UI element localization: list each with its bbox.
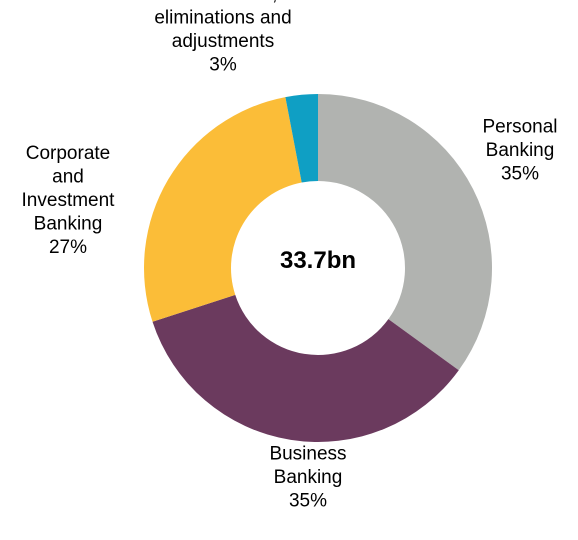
slice-category-label: Subsidiaries, [169,0,278,5]
center-total-label: 33.7bn [280,247,356,274]
slice-value-label: 27% [49,237,87,258]
slice-business-banking [152,294,459,442]
slice-value-label: 3% [209,54,237,75]
slice-label-subsidiaries-eliminations-and-adjustments: Subsidiaries, eliminations and adjustments… [154,0,291,75]
slice-category-label: Investment [22,190,116,211]
slice-category-label: Banking [486,140,555,161]
slice-category-label: Business [269,444,346,465]
slice-category-label: Corporate [26,143,111,164]
slice-category-label: and [52,167,84,188]
slice-category-label: adjustments [172,31,274,52]
slice-category-label: Banking [274,467,343,488]
slice-value-label: 35% [289,491,327,512]
slice-subsidiaries-eliminations-and-adjustments [285,94,318,183]
slice-value-label: 35% [501,164,539,185]
slice-category-label: eliminations and [154,7,291,28]
slice-personal-banking [318,94,492,371]
slice-category-label: Personal [483,117,558,138]
slice-corporate-and-investment-banking [143,97,302,322]
slices-layer [143,94,492,442]
labels-layer: PersonalBanking35%BusinessBanking35%Corp… [22,0,558,512]
slice-category-label: Banking [34,214,103,235]
